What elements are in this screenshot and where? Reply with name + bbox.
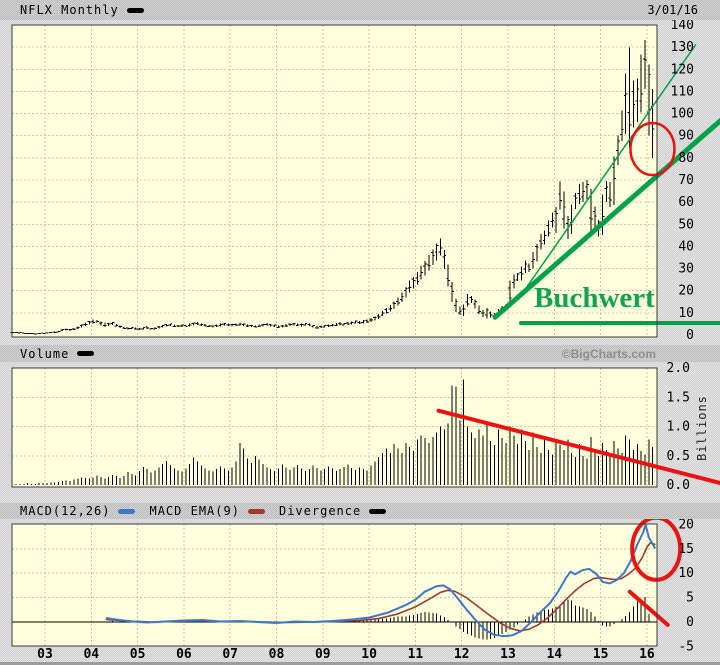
year-tick-label: 15 (593, 647, 609, 662)
svg-text:10: 10 (678, 306, 694, 321)
macd-ema-label: MACD EMA(9) (149, 504, 240, 518)
year-tick-label: 09 (315, 647, 331, 662)
divergence-swatch-icon (369, 508, 387, 514)
axis-labels: 01020304050607080901001101201301400.00.5… (37, 18, 709, 662)
svg-text:80: 80 (678, 151, 694, 166)
svg-text:70: 70 (678, 173, 694, 188)
macd-line (105, 523, 656, 638)
svg-text:100: 100 (671, 107, 694, 122)
svg-text:120: 120 (671, 62, 694, 77)
svg-text:110: 110 (671, 84, 694, 99)
legend-item-macd-ema: MACD EMA(9) (149, 504, 265, 518)
buchwert-annotation: Buchwert (534, 282, 655, 314)
price-highlight-circle (629, 121, 676, 177)
svg-text:5: 5 (686, 591, 694, 606)
svg-text:140: 140 (671, 18, 694, 33)
svg-text:90: 90 (678, 129, 694, 144)
year-tick-label: 08 (269, 647, 285, 662)
year-tick-label: 13 (500, 647, 516, 662)
svg-text:1.5: 1.5 (667, 390, 690, 405)
svg-text:-5: -5 (678, 639, 694, 654)
macd-label: MACD(12,26) (20, 504, 111, 518)
year-tick-label: 10 (361, 647, 377, 662)
svg-text:20: 20 (678, 517, 694, 532)
svg-text:50: 50 (678, 217, 694, 232)
volume-series-swatch-icon (77, 351, 95, 356)
svg-text:20: 20 (678, 284, 694, 299)
price-panel (10, 24, 720, 338)
year-tick-label: 16 (639, 647, 655, 662)
year-tick-label: 05 (130, 647, 146, 662)
year-tick-label: 14 (546, 647, 562, 662)
bigcharts-watermark: ©BigCharts.com (561, 346, 656, 361)
svg-text:2.0: 2.0 (667, 361, 690, 376)
svg-text:15: 15 (678, 542, 694, 557)
legend-item-macd: MACD(12,26) (20, 504, 136, 518)
volume-panel-header: Volume ©BigCharts.com (0, 345, 720, 362)
svg-text:0.5: 0.5 (667, 449, 690, 464)
volume-axis-unit-label: Billions (695, 395, 709, 461)
price-panel-header: NFLX Monthly 3/01/16 (0, 0, 720, 20)
svg-text:10: 10 (678, 566, 694, 581)
svg-text:60: 60 (678, 195, 694, 210)
year-tick-label: 04 (83, 647, 99, 662)
bottom-edge-divider (0, 662, 720, 665)
macd-ema-swatch-icon (247, 508, 265, 514)
chart-title: NFLX Monthly (20, 3, 119, 17)
svg-text:0: 0 (686, 615, 694, 630)
volume-panel (11, 367, 720, 488)
year-tick-label: 11 (408, 647, 424, 662)
macd-panel-header: MACD(12,26) MACD EMA(9) Divergence (0, 503, 720, 519)
volume-title: Volume (20, 346, 70, 361)
divergence-label: Divergence (278, 504, 362, 518)
svg-text:40: 40 (678, 239, 694, 254)
year-tick-label: 07 (222, 647, 238, 662)
legend-item-divergence: Divergence (278, 504, 387, 518)
chart-date: 3/01/16 (647, 3, 698, 17)
svg-text:0: 0 (686, 328, 694, 343)
svg-text:1.0: 1.0 (667, 420, 690, 435)
macd-line-swatch-icon (118, 508, 136, 514)
svg-text:30: 30 (678, 262, 694, 277)
price-series-swatch-icon (126, 7, 144, 13)
year-tick-label: 12 (454, 647, 470, 662)
svg-text:130: 130 (671, 40, 694, 55)
svg-text:0.0: 0.0 (667, 478, 690, 493)
macd-panel (11, 515, 683, 647)
year-tick-label: 06 (176, 647, 192, 662)
year-tick-label: 03 (37, 647, 53, 662)
